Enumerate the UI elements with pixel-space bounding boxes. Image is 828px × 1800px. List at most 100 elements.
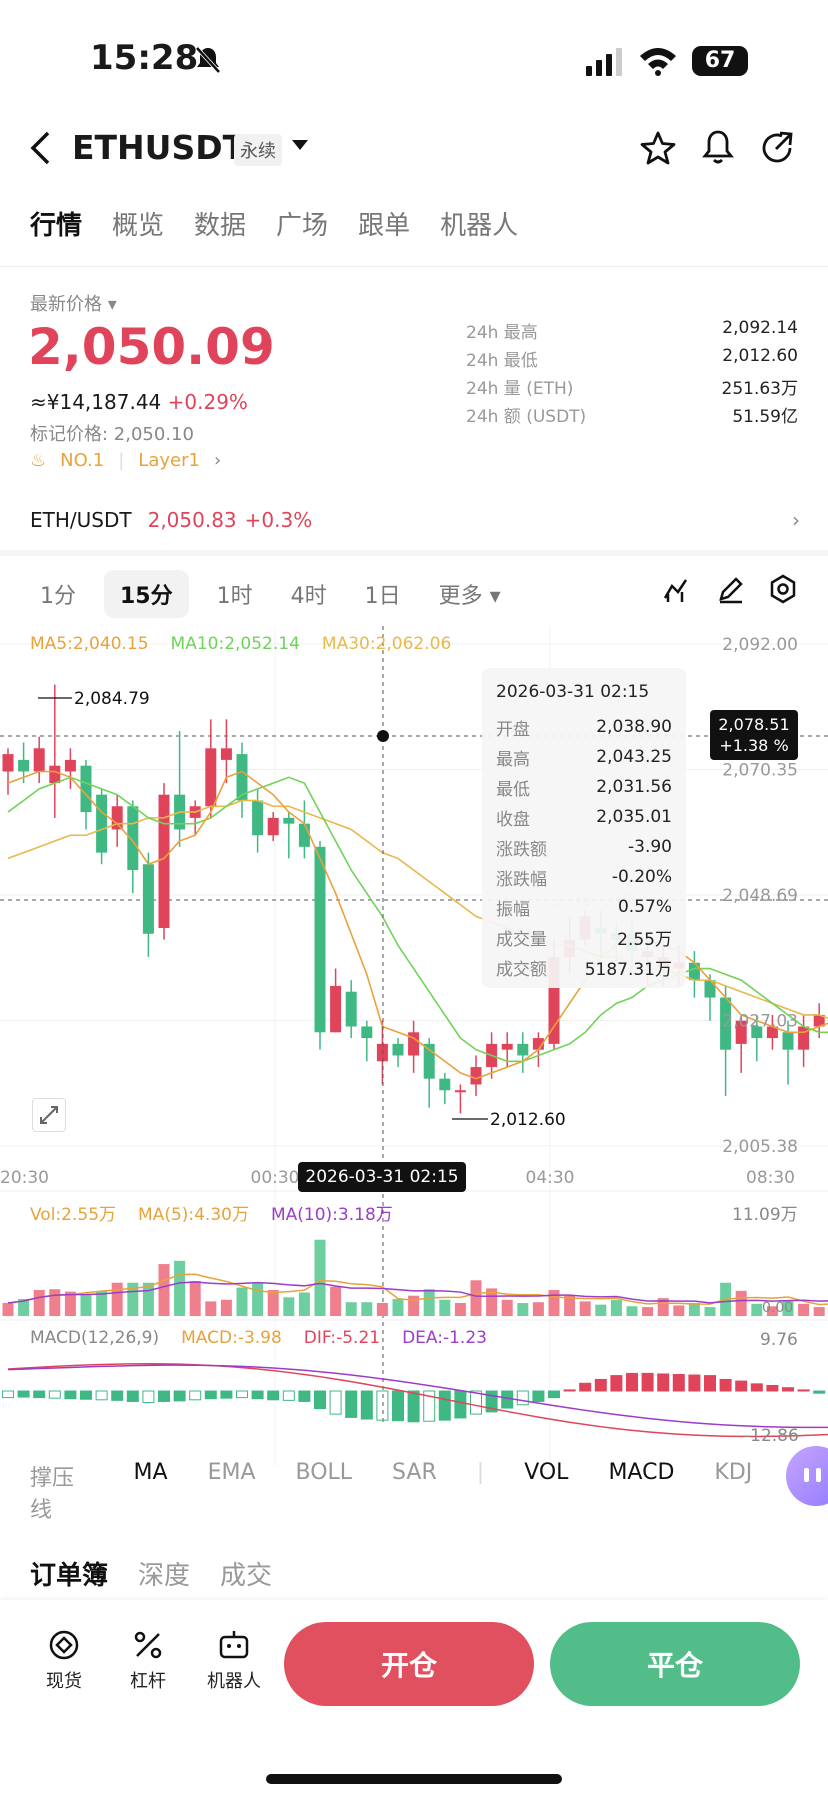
tab-overview[interactable]: 概览 [112, 211, 165, 241]
macd-histogram-bar [376, 1390, 389, 1421]
dif-value: DIF:-5.21 [303, 1328, 381, 1348]
indicator-ma[interactable]: MA [133, 1460, 168, 1485]
tab-square[interactable]: 广场 [276, 211, 329, 241]
signal-icon [586, 48, 622, 76]
volume-bar [439, 1299, 451, 1316]
spot-pair-row[interactable]: ETH/USDT 2,050.83 +0.3% › [30, 508, 800, 532]
candle-body [220, 748, 232, 760]
candle-tooltip: 2026-03-31 02:15 开盘 2,038.90 最高 2,043.25 最… [482, 668, 686, 988]
interval-4h[interactable]: 4时 [290, 584, 327, 609]
macd-min-label: -12.86 [744, 1426, 799, 1446]
x-axis-label: 00:30 [251, 1168, 300, 1188]
interval-15m[interactable]: 15分 [104, 570, 189, 618]
back-icon[interactable] [28, 130, 54, 166]
volume-bar [2, 1303, 14, 1316]
macd-histogram-bar [48, 1390, 61, 1399]
star-icon[interactable] [640, 130, 676, 166]
interval-more[interactable]: 更多 ▾ [438, 584, 501, 609]
tab-market[interactable]: 行情 [30, 211, 83, 241]
candle-body [2, 754, 14, 772]
macd-histogram-bar [204, 1390, 217, 1400]
macd-histogram-bar [2, 1390, 14, 1399]
macd-histogram-bar [345, 1390, 358, 1418]
candle-body [782, 1032, 794, 1050]
last-price-label[interactable]: 最新价格 ▾ [30, 294, 117, 315]
rank-tag[interactable]: NO.1 [60, 450, 105, 471]
candle-body [688, 962, 700, 981]
interval-1m[interactable]: 1分 [40, 584, 76, 609]
indicator-vol[interactable]: VOL [524, 1460, 569, 1485]
indicator-icon[interactable] [662, 574, 692, 604]
tooltip-amplitude: 振幅 0.57% [496, 897, 672, 920]
share-icon[interactable] [760, 130, 796, 166]
candle-body [236, 754, 248, 801]
indicator-boll[interactable]: BOLL [295, 1460, 353, 1485]
indicator-support[interactable]: 撑压线 [30, 1466, 75, 1523]
leverage-nav[interactable]: 杠杆 [108, 1628, 188, 1693]
volume-bar [782, 1301, 794, 1316]
tab-trades[interactable]: 成交 [220, 1561, 273, 1591]
tooltip-turnover: 成交额 5187.31万 [496, 959, 672, 980]
macd-histogram-bar [766, 1385, 779, 1392]
macd-histogram-bar [672, 1374, 685, 1392]
home-indicator [266, 1774, 562, 1784]
draw-pen-icon[interactable] [716, 574, 746, 604]
volume-bar [142, 1282, 154, 1316]
macd-histogram-bar [594, 1378, 607, 1392]
indicator-sar[interactable]: SAR [392, 1460, 437, 1485]
volume-bar [564, 1295, 576, 1316]
macd-histogram-bar [95, 1390, 108, 1401]
indicator-macd[interactable]: MACD [608, 1460, 675, 1485]
macd-histogram-bar [797, 1389, 810, 1392]
y-axis-label: 2,048.69 [722, 886, 798, 906]
candle-body [80, 765, 92, 813]
macd-dif-line [7, 1363, 828, 1438]
tab-bot[interactable]: 机器人 [440, 211, 519, 241]
volume-bar [517, 1303, 529, 1316]
candle-body [751, 1026, 763, 1039]
ma10-label: MA10:2,052.14 [170, 634, 300, 654]
tab-data[interactable]: 数据 [194, 211, 247, 241]
spot-nav[interactable]: 现货 [24, 1628, 104, 1693]
macd-histogram-bar [298, 1390, 311, 1402]
assistant-bubble-icon[interactable] [786, 1446, 828, 1506]
tab-depth[interactable]: 深度 [138, 1561, 191, 1591]
tab-orderbook[interactable]: 订单簿 [30, 1561, 109, 1591]
open-position-button[interactable]: 开仓 [284, 1622, 534, 1706]
expand-icon[interactable] [32, 1098, 66, 1132]
tab-copy-trade[interactable]: 跟单 [358, 211, 411, 241]
bot-nav[interactable]: 机器人 [194, 1628, 274, 1693]
tooltip-open: 开盘 2,038.90 [496, 717, 672, 740]
symbol-dropdown-icon[interactable] [292, 140, 308, 152]
chart-settings-icon[interactable] [768, 574, 798, 604]
cny-price-line: ≈¥14,187.44 +0.29% [30, 390, 248, 414]
main-tabs: 行情 概览 数据 广场 跟单 机器人 [30, 205, 518, 242]
candle-body [548, 956, 560, 1044]
symbol-title[interactable]: ETHUSDT [72, 128, 246, 167]
sector-tag[interactable]: Layer1 [138, 450, 200, 471]
bell-icon[interactable] [700, 128, 736, 166]
macd-histogram-bar [158, 1390, 170, 1402]
tooltip-change-pct: 涨跌幅 -0.20% [496, 867, 672, 890]
orderbook-tabs: 订单簿 深度 成交 [30, 1555, 272, 1592]
tooltip-change: 涨跌额 -3.90 [496, 837, 672, 860]
spot-pair: ETH/USDT [30, 508, 132, 532]
candle-body [423, 1043, 435, 1079]
interval-1h[interactable]: 1时 [216, 584, 253, 609]
volume-bar [283, 1297, 295, 1316]
x-axis-label: 20:30 [0, 1168, 49, 1188]
candle-body [64, 759, 76, 772]
interval-1d[interactable]: 1日 [364, 584, 401, 609]
candle-body [18, 759, 30, 772]
volume-bar [798, 1303, 810, 1316]
candle-body [330, 985, 342, 1033]
candle-body [376, 1043, 388, 1062]
cny-price: ≈¥14,187.44 [30, 390, 162, 414]
macd-histogram-bar [548, 1390, 560, 1399]
close-position-button[interactable]: 平仓 [550, 1622, 800, 1706]
tags-row: ♨ NO.1 | Layer1 › [30, 450, 222, 471]
macd-histogram-bar [64, 1390, 77, 1400]
indicator-ema[interactable]: EMA [207, 1460, 256, 1485]
indicator-kdj[interactable]: KDJ [714, 1460, 753, 1485]
macd-histogram-bar [251, 1390, 264, 1400]
